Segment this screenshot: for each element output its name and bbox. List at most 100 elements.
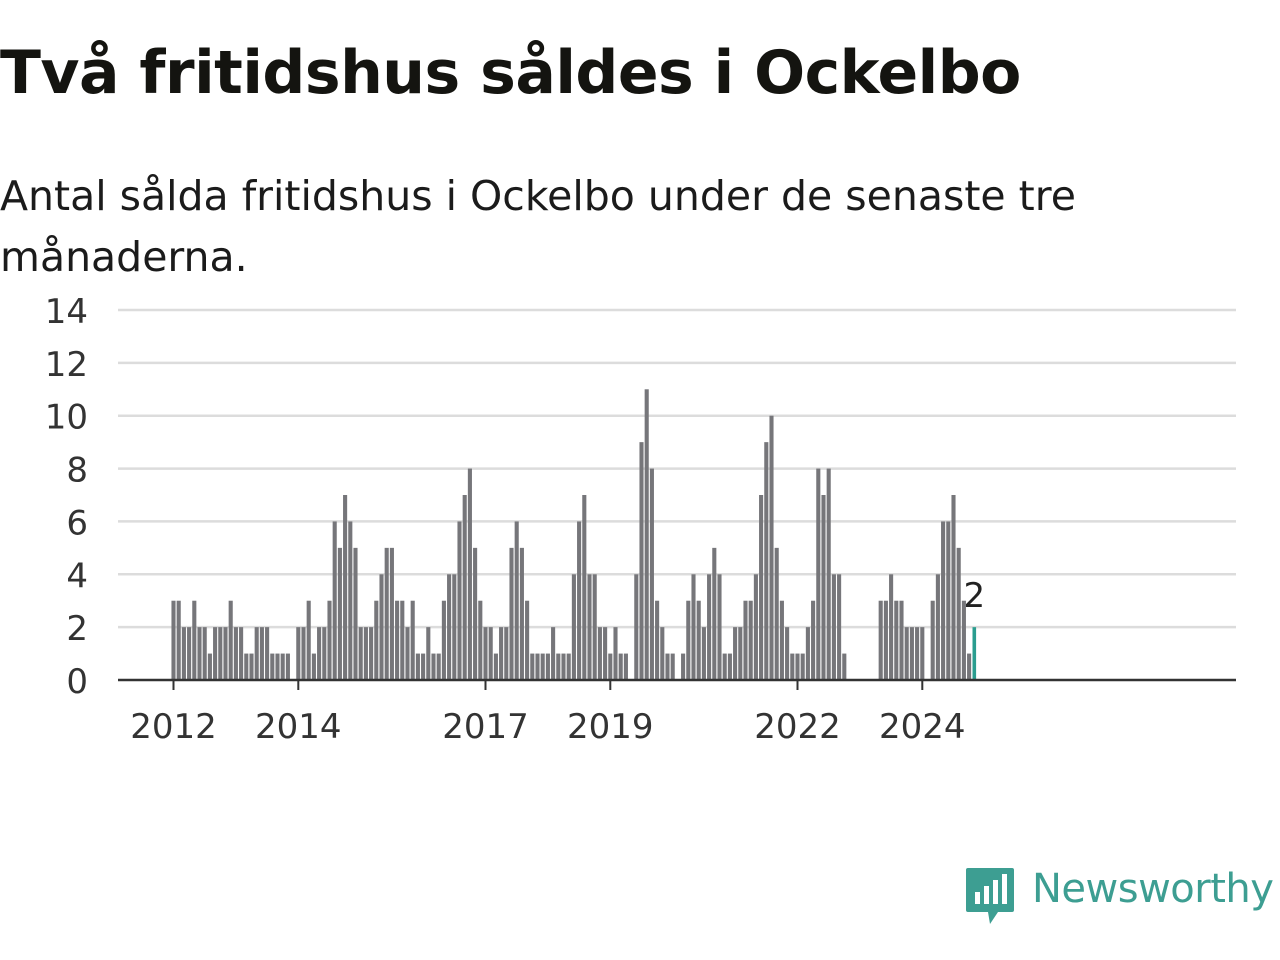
bar xyxy=(686,600,691,680)
bar xyxy=(504,627,509,680)
bar xyxy=(769,415,774,680)
bar xyxy=(785,627,790,680)
bar xyxy=(509,547,514,680)
bar xyxy=(415,653,420,680)
bar xyxy=(343,495,348,680)
bar xyxy=(499,627,504,680)
bar xyxy=(400,600,405,680)
bar xyxy=(634,574,639,680)
y-tick-label: 0 xyxy=(66,662,88,702)
bar xyxy=(831,574,836,680)
bar xyxy=(837,574,842,680)
bar xyxy=(187,627,192,680)
y-tick-label: 12 xyxy=(45,345,88,385)
bar xyxy=(254,627,259,680)
bar xyxy=(270,653,275,680)
y-axis-ticks: 0 2 4 6 8 10 12 14 xyxy=(45,292,88,702)
bar xyxy=(488,627,493,680)
bar xyxy=(369,627,374,680)
bar xyxy=(317,627,322,680)
bar xyxy=(540,653,545,680)
bar xyxy=(935,574,940,680)
y-tick-label: 4 xyxy=(66,556,88,596)
bar xyxy=(800,653,805,680)
bar xyxy=(613,627,618,680)
bar xyxy=(171,600,176,680)
bar xyxy=(218,627,223,680)
bar xyxy=(707,574,712,680)
bar xyxy=(280,653,285,680)
bar xyxy=(717,574,722,680)
bar xyxy=(909,627,914,680)
bar xyxy=(239,627,244,680)
bar xyxy=(571,574,576,680)
bar xyxy=(551,627,556,680)
bar xyxy=(946,521,951,680)
bars xyxy=(171,389,977,680)
bar xyxy=(327,600,332,680)
bar xyxy=(259,627,264,680)
bar xyxy=(816,468,821,680)
bar xyxy=(883,600,888,680)
bar xyxy=(530,653,535,680)
bar xyxy=(639,442,644,680)
bar xyxy=(405,627,410,680)
bar xyxy=(701,627,706,680)
bar xyxy=(301,627,306,680)
bar xyxy=(363,627,368,680)
bar xyxy=(556,653,561,680)
bar xyxy=(197,627,202,680)
bar xyxy=(457,521,462,680)
y-tick-label: 2 xyxy=(66,609,88,649)
chart-subtitle: Antal sålda fritidshus i Ockelbo under d… xyxy=(0,172,1076,281)
bar xyxy=(275,653,280,680)
y-tick-label: 8 xyxy=(66,451,88,491)
bar xyxy=(795,653,800,680)
newsworthy-logo: Newsworthy xyxy=(964,864,1280,928)
bar xyxy=(202,627,207,680)
bar xyxy=(265,627,270,680)
bar xyxy=(889,574,894,680)
y-tick-label: 14 xyxy=(45,292,88,332)
x-tick-label: 2014 xyxy=(255,707,342,747)
bar xyxy=(358,627,363,680)
bar xyxy=(930,600,935,680)
bar xyxy=(285,653,290,680)
x-axis-ticks: 2012 2014 2017 2019 2022 2024 xyxy=(130,680,966,747)
y-tick-label: 10 xyxy=(45,398,88,438)
bar xyxy=(436,653,441,680)
bar xyxy=(389,547,394,680)
bar xyxy=(597,627,602,680)
bar xyxy=(941,521,946,680)
bar xyxy=(426,627,431,680)
bar xyxy=(535,653,540,680)
annotations: 2 xyxy=(963,576,985,616)
bar xyxy=(670,653,675,680)
bar xyxy=(207,653,212,680)
bar xyxy=(493,653,498,680)
bar xyxy=(213,627,218,680)
bar xyxy=(733,627,738,680)
bar xyxy=(441,600,446,680)
bar xyxy=(462,495,467,680)
bar xyxy=(660,627,665,680)
bar xyxy=(192,600,197,680)
bar xyxy=(712,547,717,680)
bar xyxy=(447,574,452,680)
bar xyxy=(395,600,400,680)
bar xyxy=(655,600,660,680)
bar xyxy=(665,653,670,680)
bar xyxy=(951,495,956,680)
bar xyxy=(473,547,478,680)
bar xyxy=(587,574,592,680)
bar xyxy=(878,600,883,680)
x-tick-label: 2019 xyxy=(567,707,654,747)
bar xyxy=(410,600,415,680)
bar xyxy=(826,468,831,680)
bar-chart: 0 2 4 6 8 10 12 14 2012 2014 2017 2019 2022 2024 2 xyxy=(45,292,1236,747)
bar xyxy=(920,627,925,680)
bar xyxy=(353,547,358,680)
bar xyxy=(696,600,701,680)
bar xyxy=(483,627,488,680)
x-tick-label: 2012 xyxy=(130,707,217,747)
